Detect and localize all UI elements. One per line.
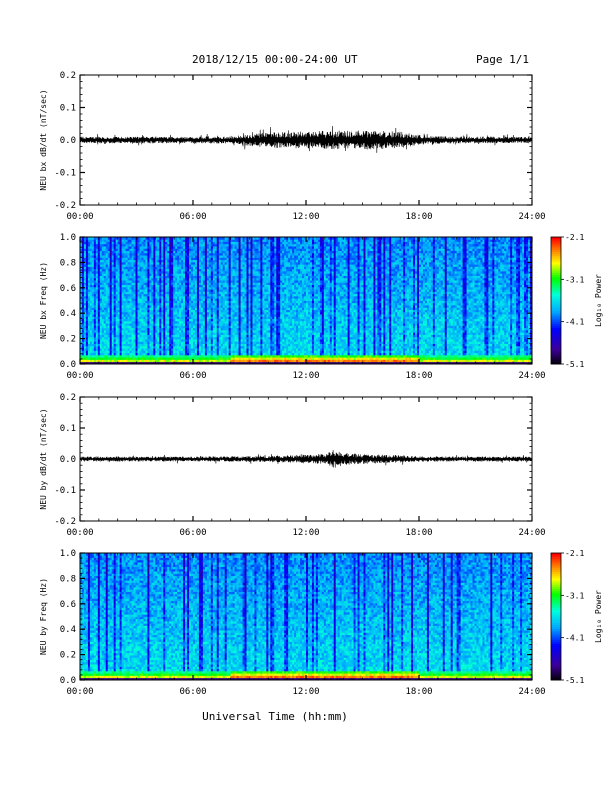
bx-freq-spectrogram bbox=[80, 237, 532, 364]
bx-dbdt-x-tick-label: 12:00 bbox=[292, 212, 319, 222]
bx-dbdt-y-tick-label: -0.2 bbox=[54, 201, 76, 211]
bx-dbdt-x-tick-label: 00:00 bbox=[66, 212, 93, 222]
bx-dbdt-x-tick-label: 24:00 bbox=[518, 212, 545, 222]
bx-dbdt-y-tick-label: 0.1 bbox=[60, 104, 76, 114]
bx-dbdt-x-tick-label: 06:00 bbox=[179, 212, 206, 222]
bx-dbdt-y-tick-label: -0.1 bbox=[54, 169, 76, 179]
bx-dbdt-y-tick-label: 0.0 bbox=[60, 136, 76, 146]
bx-dbdt-y-tick-label: 0.2 bbox=[60, 71, 76, 81]
bx-dbdt-y-axis-label: NEU bx dB/dt (nT/sec) bbox=[39, 89, 48, 190]
bx-dbdt-x-tick-label: 18:00 bbox=[405, 212, 432, 222]
